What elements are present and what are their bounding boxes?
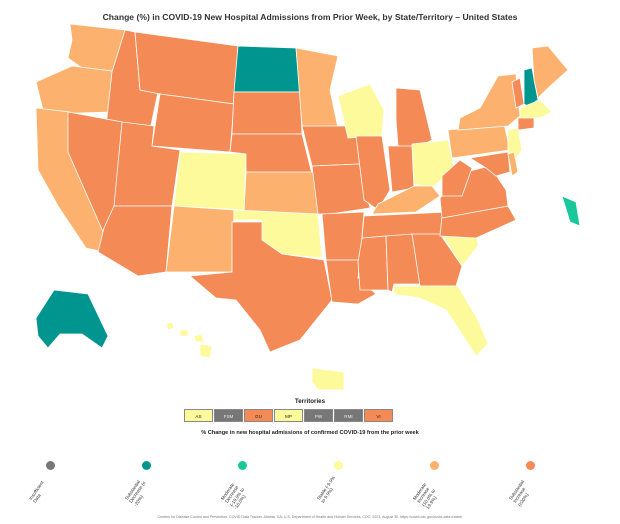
territories-title: Territories — [294, 398, 326, 405]
state-WV[interactable] — [441, 159, 473, 197]
state-TX[interactable] — [189, 221, 333, 353]
state-FL[interactable] — [393, 285, 489, 357]
state-KY[interactable] — [371, 185, 441, 215]
territory-vi[interactable]: VI — [364, 409, 393, 422]
state-AR[interactable] — [321, 211, 365, 261]
state-IL[interactable] — [355, 135, 391, 211]
state-ME[interactable] — [531, 45, 569, 99]
legend-dot-mod-dec — [237, 461, 247, 470]
territory-mp[interactable]: MP — [274, 409, 303, 422]
map-title: Change (%) in COVID-19 New Hospital Admi… — [102, 12, 518, 22]
state-WI[interactable] — [337, 83, 385, 139]
territories-row: AS FSM GU MP PW RMI VI — [184, 409, 394, 422]
state-SD[interactable] — [231, 91, 303, 135]
state-MO[interactable] — [311, 163, 371, 215]
state-MI[interactable] — [395, 87, 433, 149]
state-AK[interactable] — [35, 289, 109, 349]
state-WY[interactable] — [151, 93, 235, 153]
source-footer: Centers for Disease Control and Preventi… — [157, 515, 463, 519]
state-KS[interactable] — [243, 171, 319, 215]
territory-rmi[interactable]: RMI — [334, 409, 363, 422]
state-MS[interactable] — [357, 235, 389, 291]
legend-dot-sub-inc — [525, 461, 535, 470]
state-MD[interactable] — [468, 151, 511, 177]
state-MA[interactable] — [519, 99, 553, 119]
state-GA[interactable] — [411, 233, 463, 287]
legend-dot-insufficient — [45, 461, 55, 470]
state-OR[interactable] — [35, 65, 121, 115]
legend-dot-sub-dec — [141, 461, 151, 470]
state-IN[interactable] — [387, 145, 415, 193]
state-HI[interactable] — [165, 321, 213, 359]
state-NM[interactable] — [165, 205, 235, 273]
state-DE[interactable] — [507, 151, 519, 177]
legend-title: % Change in new hospital admissions of c… — [201, 430, 419, 436]
state-CT[interactable] — [517, 117, 535, 131]
territory-as[interactable]: AS — [184, 409, 213, 422]
state-CO[interactable] — [173, 151, 247, 211]
state-PR[interactable] — [311, 367, 345, 391]
territory-gu[interactable]: GU — [244, 409, 273, 422]
state-AZ[interactable] — [97, 205, 173, 277]
territory-fsm[interactable]: FSM — [214, 409, 243, 422]
legend-dot-mod-inc — [429, 461, 439, 470]
state-ND[interactable] — [233, 45, 301, 93]
state-NY[interactable] — [457, 73, 521, 131]
state-MN[interactable] — [295, 47, 339, 129]
territory-pw[interactable]: PW — [304, 409, 333, 422]
state-DC[interactable] — [561, 195, 581, 227]
legend-dot-stable — [333, 461, 343, 470]
